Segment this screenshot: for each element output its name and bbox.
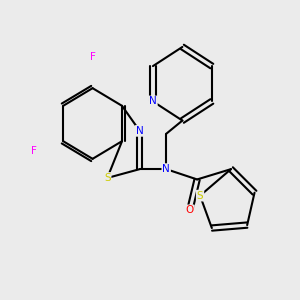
Text: F: F xyxy=(90,52,95,62)
Text: S: S xyxy=(197,190,203,201)
Text: N: N xyxy=(149,96,157,106)
Text: N: N xyxy=(162,164,170,174)
Text: N: N xyxy=(136,126,144,136)
Text: O: O xyxy=(186,206,194,215)
Text: F: F xyxy=(31,146,37,157)
Text: S: S xyxy=(104,173,111,183)
